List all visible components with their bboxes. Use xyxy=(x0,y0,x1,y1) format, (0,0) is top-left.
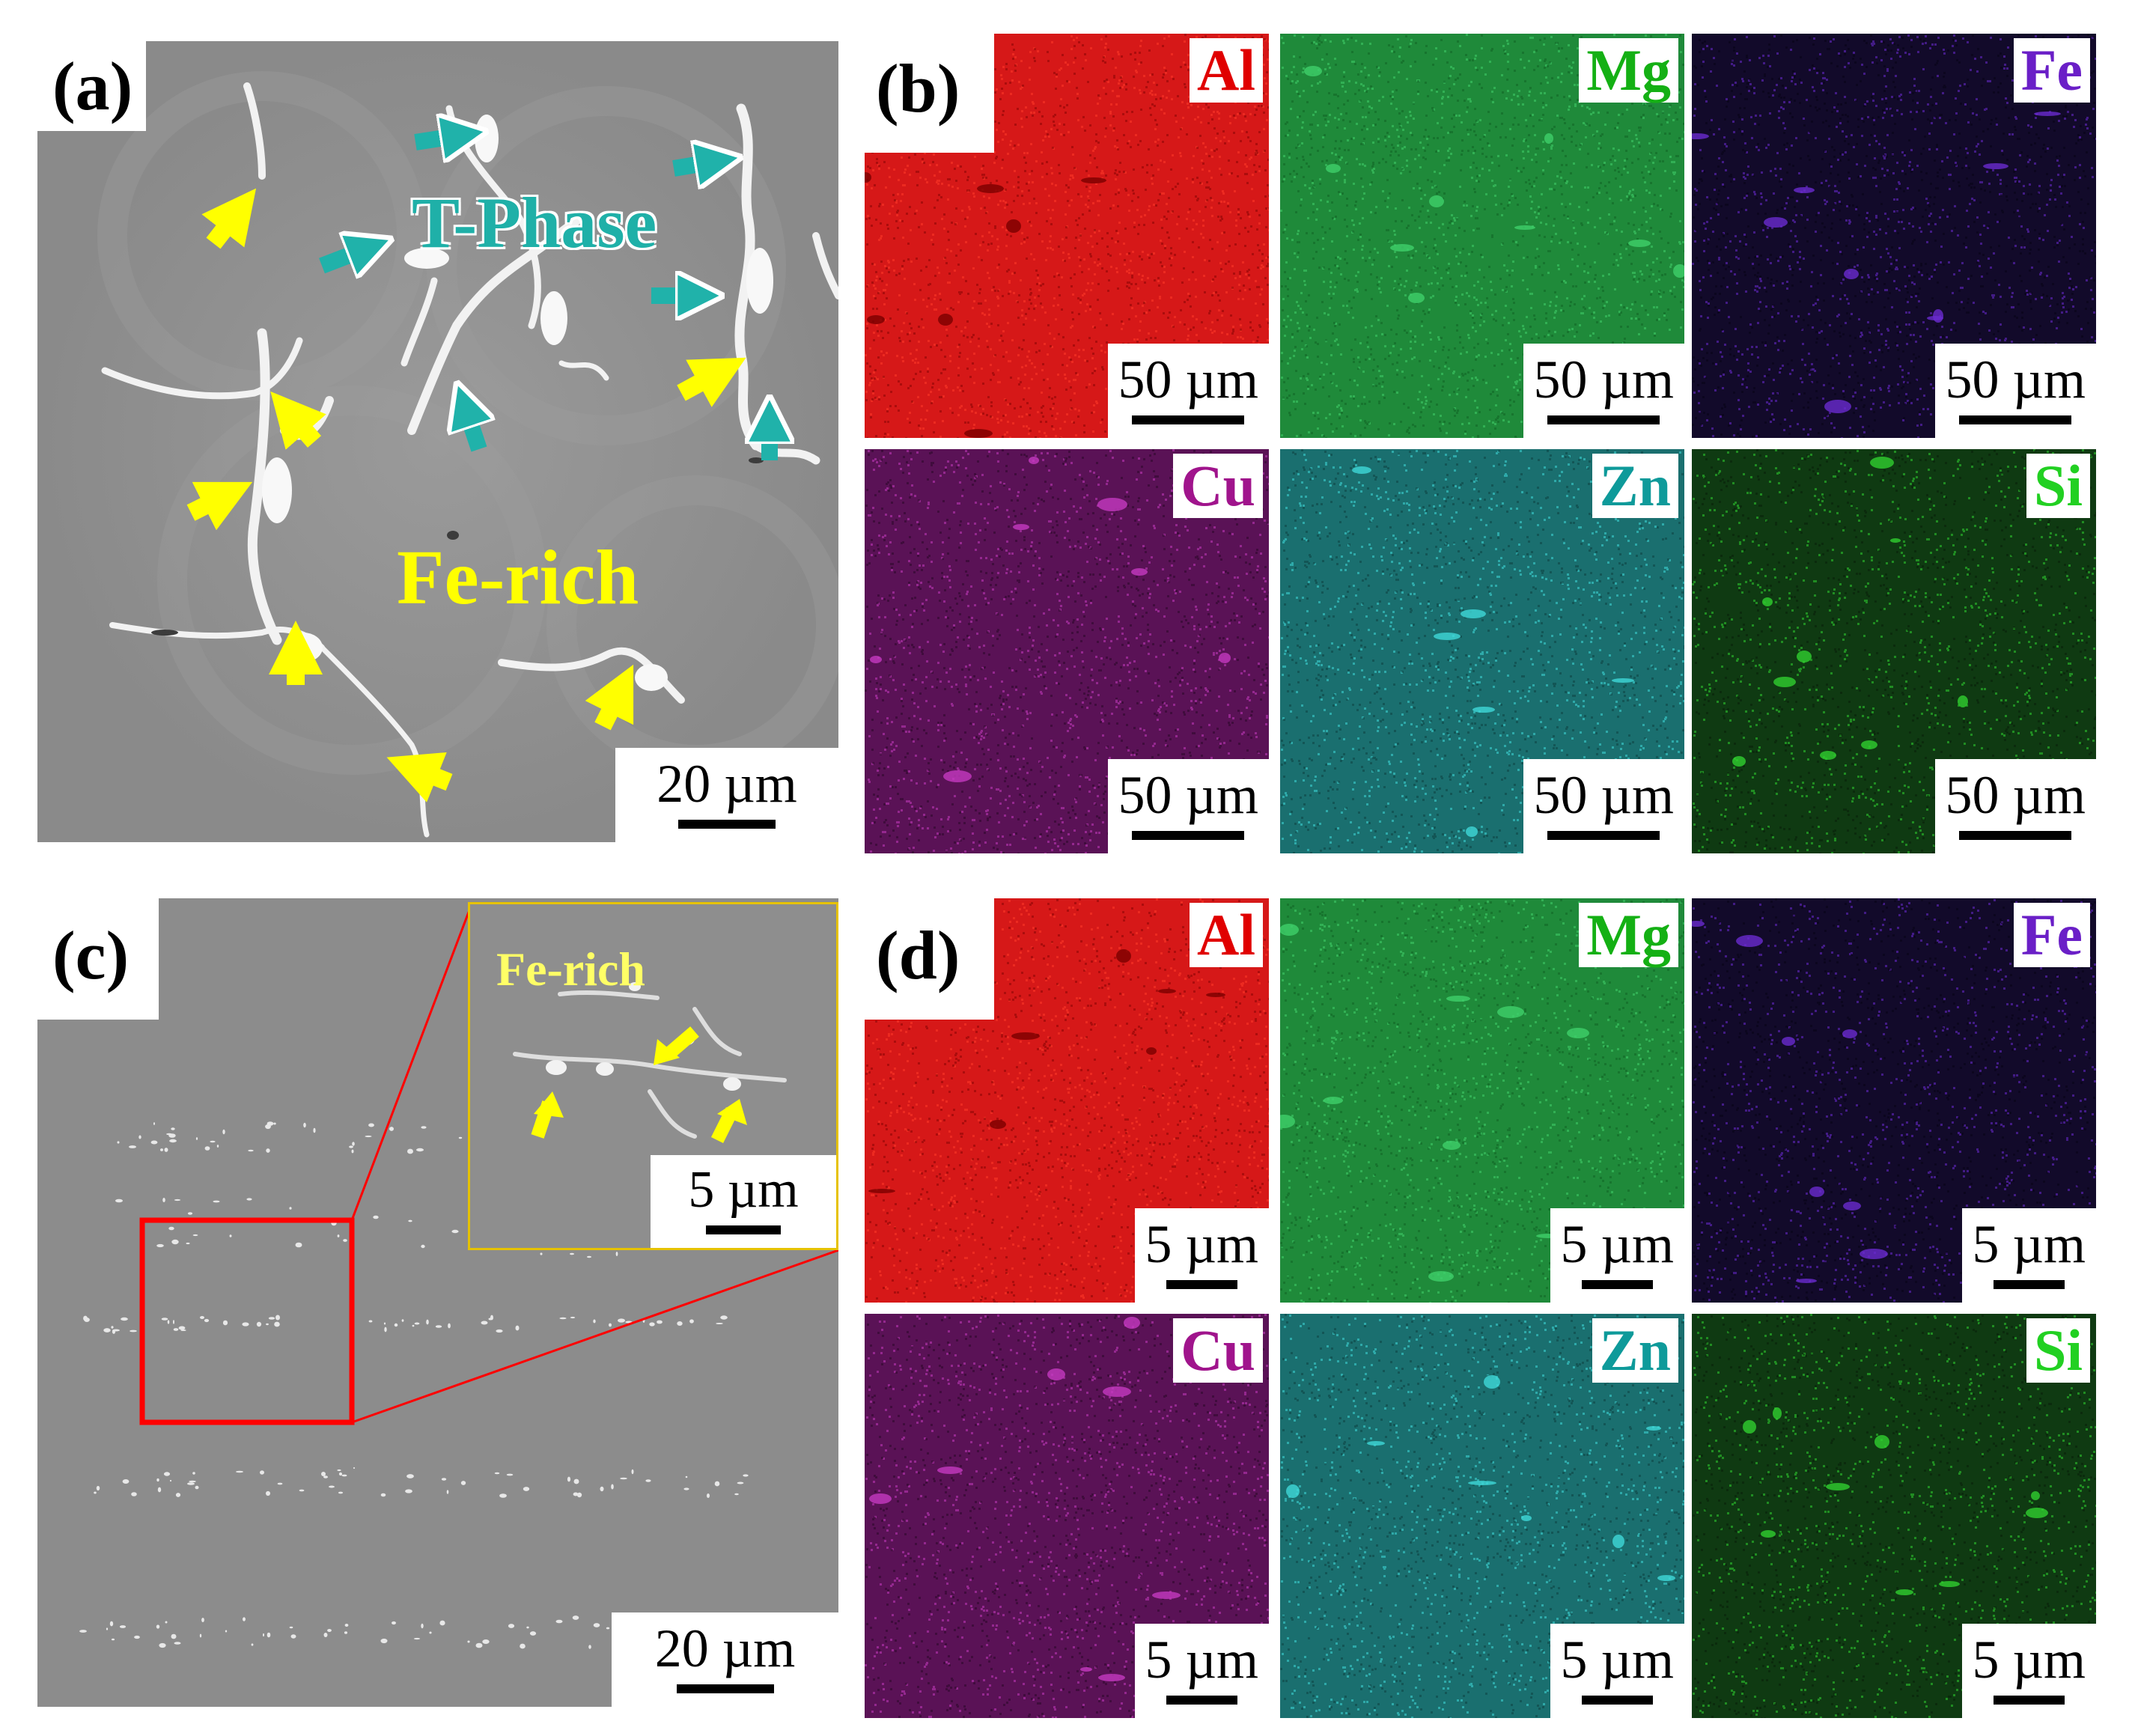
inset-micrograph xyxy=(513,982,787,1144)
panel-c-inset: Fe-rich 5 µm xyxy=(468,902,838,1250)
element-label-si: Si xyxy=(2026,454,2090,518)
eds-map-image xyxy=(1692,34,2096,438)
eds-map-image xyxy=(1692,449,2096,853)
scale-bar-line xyxy=(676,1684,774,1693)
eds-map-mg: Mg 5 µm xyxy=(1280,898,1684,1303)
eds-map-si: Si 5 µm xyxy=(1692,1314,2096,1718)
eds-map-si: Si 50 µm xyxy=(1692,449,2096,853)
element-label-al: Al xyxy=(1190,903,1263,967)
eds-scale-bar: 50 µm xyxy=(1107,344,1269,438)
scale-bar-line xyxy=(1993,1696,2065,1705)
scale-bar-label: 5 µm xyxy=(688,1161,799,1219)
scale-bar-line xyxy=(1959,831,2072,840)
scale-bar-line xyxy=(1132,415,1245,424)
element-label-fe: Fe xyxy=(2013,903,2090,967)
inset-fe-rich-annotation: Fe-rich xyxy=(496,942,645,996)
element-label-zn: Zn xyxy=(1592,454,1678,518)
scale-bar-label: 5 µm xyxy=(1972,1630,2086,1690)
scale-bar-line xyxy=(706,1225,781,1234)
fe-rich-annotation: Fe-rich xyxy=(397,534,639,621)
scale-bar-label: 5 µm xyxy=(1972,1214,2086,1274)
panel-c-sem-image: Fe-rich 5 µm 20 µm xyxy=(37,898,838,1707)
panel-a-label: (a) xyxy=(37,41,147,131)
scale-bar-label: 5 µm xyxy=(1560,1630,1675,1690)
eds-map-zn: Zn 50 µm xyxy=(1280,449,1684,853)
eds-scale-bar: 5 µm xyxy=(1961,1208,2096,1303)
scale-bar-line xyxy=(1166,1280,1237,1289)
eds-scale-bar: 50 µm xyxy=(1523,344,1684,438)
element-label-zn: Zn xyxy=(1592,1318,1678,1383)
element-label-cu: Cu xyxy=(1173,454,1263,518)
panel-d-label: (d) xyxy=(861,898,995,1020)
scale-bar-label: 5 µm xyxy=(1145,1214,1259,1274)
eds-map-fe: Fe 5 µm xyxy=(1692,898,2096,1303)
scale-bar-line xyxy=(1132,831,1245,840)
panel-c-scale-bar: 20 µm xyxy=(612,1612,838,1707)
element-label-mg: Mg xyxy=(1579,38,1678,103)
element-label-si: Si xyxy=(2026,1318,2090,1383)
zoom-line-bottom xyxy=(351,1249,838,1424)
element-label-al: Al xyxy=(1190,38,1263,103)
eds-map-fe: Fe 50 µm xyxy=(1692,34,2096,438)
scale-bar-label: 50 µm xyxy=(1945,765,2086,825)
fe-rich-arrows xyxy=(186,188,746,802)
scale-bar-label: 50 µm xyxy=(1533,350,1675,409)
scale-bar-label: 20 µm xyxy=(657,754,797,814)
scale-bar-line xyxy=(1581,1696,1653,1705)
panel-c-label: (c) xyxy=(37,898,159,1020)
panel-a-sem-image: T-Phase Fe-rich 20 µm xyxy=(37,41,838,842)
zoom-line-top xyxy=(350,904,473,1221)
scale-bar-label: 50 µm xyxy=(1118,350,1259,409)
eds-scale-bar: 50 µm xyxy=(1523,759,1684,853)
eds-map-mg: Mg 50 µm xyxy=(1280,34,1684,438)
eds-scale-bar: 5 µm xyxy=(1134,1624,1269,1718)
element-label-mg: Mg xyxy=(1579,903,1678,967)
scale-bar-label: 50 µm xyxy=(1533,765,1675,825)
panel-a-scale-bar: 20 µm xyxy=(615,748,838,842)
scale-bar-line xyxy=(678,820,776,829)
eds-scale-bar: 5 µm xyxy=(1134,1208,1269,1303)
scale-bar-line xyxy=(1959,415,2072,424)
eds-scale-bar: 5 µm xyxy=(1961,1624,2096,1718)
scale-bar-label: 20 µm xyxy=(654,1618,796,1678)
eds-scale-bar: 50 µm xyxy=(1934,759,2096,853)
eds-map-zn: Zn 5 µm xyxy=(1280,1314,1684,1718)
scale-bar-line xyxy=(1581,1280,1653,1289)
eds-map-cu: Cu 5 µm xyxy=(865,1314,1269,1718)
panel-b-label: (b) xyxy=(861,30,995,153)
scale-bar-line xyxy=(1547,831,1660,840)
t-phase-annotation: T-Phase xyxy=(412,183,657,263)
eds-map-image xyxy=(1693,1314,2096,1718)
scale-bar-label: 5 µm xyxy=(1560,1214,1675,1274)
eds-scale-bar: 5 µm xyxy=(1550,1624,1684,1718)
scale-bar-label: 5 µm xyxy=(1145,1630,1259,1690)
eds-scale-bar: 50 µm xyxy=(1107,759,1269,853)
eds-scale-bar: 50 µm xyxy=(1934,344,2096,438)
inset-scale-bar: 5 µm xyxy=(651,1155,836,1248)
panel-a-micrograph xyxy=(37,41,838,842)
eds-map-cu: Cu 50 µm xyxy=(865,449,1269,853)
scale-bar-line xyxy=(1993,1280,2065,1289)
eds-map-image xyxy=(865,1314,1269,1718)
eds-scale-bar: 5 µm xyxy=(1550,1208,1684,1303)
t-phase-arrows xyxy=(319,135,770,460)
scale-bar-line xyxy=(1166,1696,1237,1705)
element-label-cu: Cu xyxy=(1173,1318,1263,1383)
scale-bar-label: 50 µm xyxy=(1118,765,1259,825)
scale-bar-label: 50 µm xyxy=(1945,350,2086,409)
eds-map-image xyxy=(1280,34,1684,438)
zoom-region-box xyxy=(139,1217,355,1425)
scale-bar-line xyxy=(1547,415,1660,424)
element-label-fe: Fe xyxy=(2013,38,2090,103)
